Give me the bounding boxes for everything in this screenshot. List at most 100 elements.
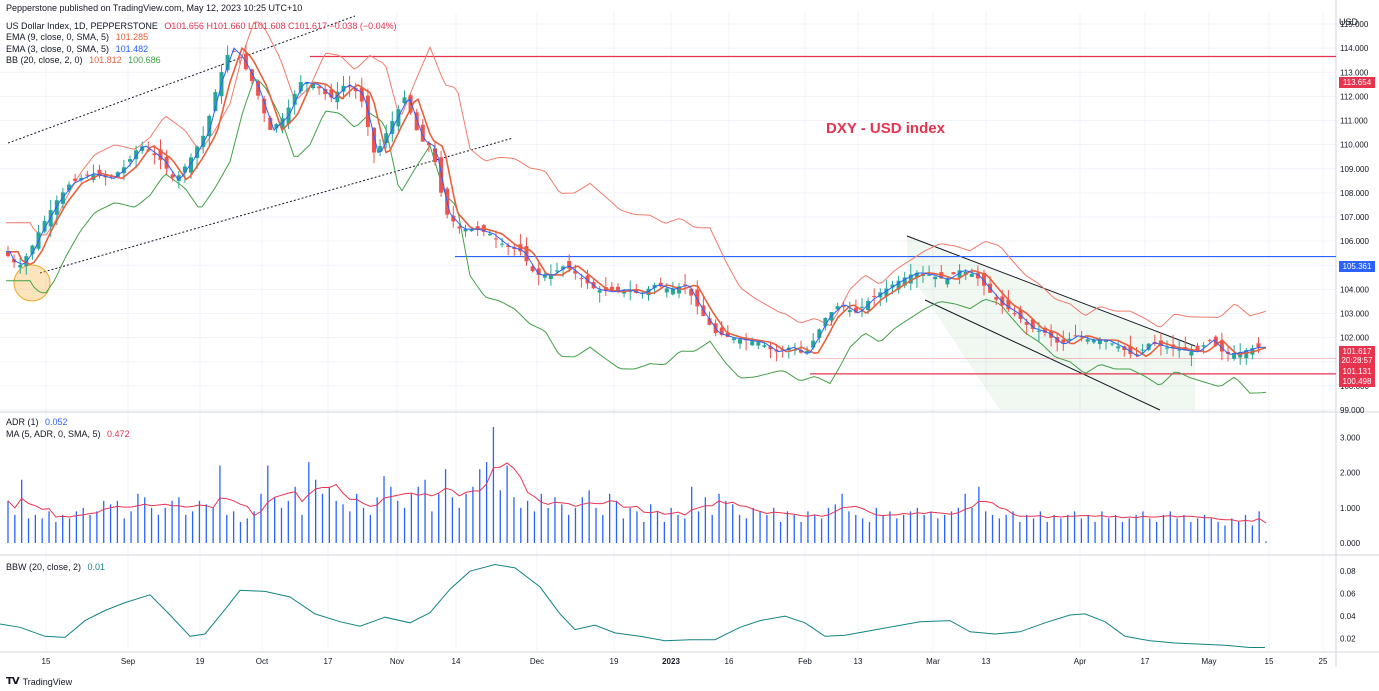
candle-body-37 xyxy=(231,50,236,52)
bbw-legend[interactable]: BBW (20, close, 2) 0.01 xyxy=(6,562,105,572)
candle-body-31 xyxy=(195,146,200,159)
ema9-label: EMA (9, close, 0, SMA, 5) xyxy=(6,32,110,42)
time-tick-1: Sep xyxy=(121,657,136,666)
candle-body-199 xyxy=(1219,341,1224,352)
candle-body-141 xyxy=(866,300,871,311)
price-tag-5: 100.498 xyxy=(1339,376,1375,387)
candle-body-88 xyxy=(542,274,547,278)
candle-body-89 xyxy=(548,274,553,280)
candle-body-131 xyxy=(805,350,810,353)
candle-body-0 xyxy=(6,251,10,257)
time-tick-6: 14 xyxy=(452,657,461,666)
candle-body-133 xyxy=(817,329,822,338)
bbw-tick-3: 0.02 xyxy=(1340,635,1356,644)
time-axis[interactable]: 15 Sep 19 Oct 17 Nov 14 Dec 19 2023 16 Feb 13 Mar 13 Ap… xyxy=(42,657,1328,666)
time-tick-7: Dec xyxy=(530,657,544,666)
time-tick-16: 17 xyxy=(1141,657,1150,666)
candle-body-27 xyxy=(170,174,175,178)
candle-body-55 xyxy=(341,85,346,92)
ema3-value: 101.482 xyxy=(115,44,149,54)
ema3-legend[interactable]: EMA (3, close, 0, SMA, 5) 101.482 xyxy=(6,44,148,54)
price-tick-4: 111.000 xyxy=(1340,117,1368,126)
pane-separators xyxy=(0,0,1379,667)
candle-body-142 xyxy=(872,295,877,297)
time-tick-18: 15 xyxy=(1265,657,1274,666)
candle-body-99 xyxy=(609,286,614,292)
time-tick-4: 17 xyxy=(324,657,333,666)
ma-legend[interactable]: MA (5, ADR, 0, SMA, 5) 0.472 xyxy=(6,429,130,439)
ema9-legend[interactable]: EMA (9, close, 0, SMA, 5) 101.285 xyxy=(6,32,148,42)
candle-body-201 xyxy=(1232,353,1237,359)
candle-body-180 xyxy=(1104,340,1108,342)
candle-body-85 xyxy=(524,246,529,262)
candle-body-152 xyxy=(933,276,938,280)
candle-body-95 xyxy=(585,275,590,284)
candle-body-109 xyxy=(670,288,675,295)
ohlc-values: O101.656 H101.660 L101.608 C101.617 −0.0… xyxy=(164,21,397,31)
candle-body-6 xyxy=(42,220,47,232)
candle-body-77 xyxy=(475,226,480,230)
candle-body-93 xyxy=(573,270,578,274)
candle-body-28 xyxy=(176,175,181,181)
time-tick-9: 2023 xyxy=(662,657,680,666)
candle-body-182 xyxy=(1116,346,1121,349)
candle-body-179 xyxy=(1097,340,1102,345)
bb-upper-band xyxy=(6,21,1267,328)
candle-body-40 xyxy=(250,69,254,81)
adr-pane xyxy=(7,427,1267,543)
candle-body-174 xyxy=(1067,338,1072,341)
price-tick-6: 109.000 xyxy=(1340,165,1369,174)
price-tick-13: 102.000 xyxy=(1340,334,1369,343)
adr-label: ADR (1) xyxy=(6,417,39,427)
price-axis[interactable]: 115.000 114.000 113.000 112.000 111.000 110.0… xyxy=(1340,20,1369,643)
candle-body-45 xyxy=(280,118,285,129)
candle-body-154 xyxy=(945,278,950,285)
bb-label: BB (20, close, 2, 0) xyxy=(6,55,83,65)
candle-body-73 xyxy=(451,215,456,222)
candle-body-42 xyxy=(262,99,267,114)
candle-body-41 xyxy=(256,81,261,96)
candle-body-57 xyxy=(353,88,358,92)
time-tick-14: 13 xyxy=(982,657,991,666)
candle-body-43 xyxy=(268,117,273,130)
ma-label: MA (5, ADR, 0, SMA, 5) xyxy=(6,429,101,439)
falling-channel-lower xyxy=(924,299,1161,411)
time-tick-19: 25 xyxy=(1319,657,1328,666)
adr-tick-1: 2.000 xyxy=(1340,469,1361,478)
tradingview-logo[interactable]: 𝗧𝗩 TradingView xyxy=(6,676,72,687)
adr-tick-0: 3.000 xyxy=(1340,434,1361,443)
candle-body-187 xyxy=(1146,343,1151,350)
symbol-legend[interactable]: US Dollar Index, 1D, PEPPERSTONE O101.65… xyxy=(6,21,397,31)
candle-body-49 xyxy=(304,83,309,85)
candle-body-36 xyxy=(225,54,230,71)
candle-body-63 xyxy=(390,120,395,134)
candle-body-70 xyxy=(433,148,437,163)
time-tick-15: Apr xyxy=(1074,657,1087,666)
bbw-label: BBW (20, close, 2) xyxy=(6,562,82,572)
candle-body-24 xyxy=(152,153,157,156)
candle-body-67 xyxy=(414,112,419,131)
time-tick-2: 19 xyxy=(196,657,205,666)
candle-body-15 xyxy=(97,169,102,176)
ema3-line xyxy=(6,47,1266,357)
candle-body-169 xyxy=(1036,330,1041,332)
brand-name: TradingView xyxy=(22,676,73,687)
candle-body-115 xyxy=(707,318,712,325)
candle-body-136 xyxy=(835,306,840,310)
candle-body-97 xyxy=(597,290,602,293)
time-tick-8: 19 xyxy=(610,657,619,666)
ema3-label: EMA (3, close, 0, SMA, 5) xyxy=(6,44,110,54)
rising-channel-upper xyxy=(7,15,356,144)
price-tick-1: 114.000 xyxy=(1340,44,1369,53)
descending-channel-fill xyxy=(907,236,1195,410)
candle-body-74 xyxy=(457,226,462,229)
candle-body-29 xyxy=(182,166,187,173)
bb-legend[interactable]: BB (20, close, 2, 0) 101.812 100.686 xyxy=(6,55,161,65)
price-tag-2: 101.617 xyxy=(1339,346,1375,357)
candle-body-33 xyxy=(207,115,212,137)
publisher-line: Pepperstone published on TradingView.com… xyxy=(6,3,303,13)
candle-body-137 xyxy=(841,306,846,308)
candle-body-94 xyxy=(579,278,584,280)
adr-legend[interactable]: ADR (1) 0.052 xyxy=(6,417,68,427)
candle-body-118 xyxy=(725,332,730,337)
